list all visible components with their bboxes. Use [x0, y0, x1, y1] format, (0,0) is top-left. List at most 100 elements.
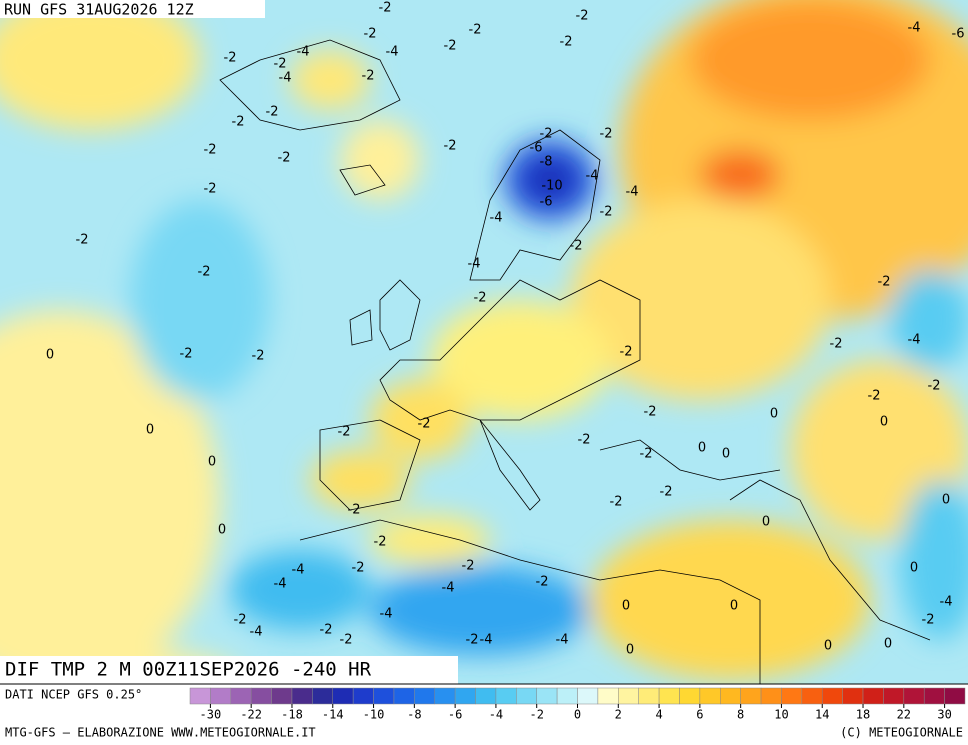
- contour-label: -4: [490, 211, 503, 226]
- colorbar-cell: [312, 687, 334, 705]
- contour-label: -4: [297, 45, 310, 60]
- contour-label: 0: [218, 523, 226, 538]
- contour-label: -2: [469, 23, 482, 38]
- colorbar-cell: [618, 687, 639, 705]
- contour-label: 0: [770, 407, 778, 422]
- contour-label: -2: [878, 275, 891, 290]
- contour-label: 0: [722, 447, 730, 462]
- colorbar-cell: [516, 687, 537, 705]
- contour-label: -4: [386, 45, 399, 60]
- colorbar-cell: [434, 687, 456, 705]
- colorbar-cell: [495, 687, 517, 705]
- colorbar-cell: [760, 687, 782, 705]
- colorbar-tick-label: -6: [448, 708, 462, 722]
- colorbar-tick-label: -8: [407, 708, 421, 722]
- colorbar-tick-label: -14: [322, 708, 344, 722]
- contour-label: -4: [586, 169, 599, 184]
- contour-label: -2: [644, 405, 657, 420]
- colorbar-tick-label: 0: [574, 708, 581, 722]
- colorbar-tick-label: 8: [737, 708, 744, 722]
- contour-label: -2: [640, 447, 653, 462]
- contour-label: -2: [868, 389, 881, 404]
- contour-label: -2: [620, 345, 633, 360]
- colorbar-cell: [373, 687, 395, 705]
- colorbar-tick-label: 22: [897, 708, 911, 722]
- contour-label: -10: [541, 179, 562, 194]
- colorbar-cell: [291, 687, 313, 705]
- contour-label: -2: [462, 559, 475, 574]
- colorbar-tick-label: 14: [815, 708, 829, 722]
- contour-label: -2: [560, 35, 573, 50]
- contour-label: -2: [266, 105, 279, 120]
- contour-label: -2: [374, 535, 387, 550]
- colorbar-cell: [638, 687, 660, 705]
- colorbar-tick-label: -4: [489, 708, 503, 722]
- colorbar-tick-label: 18: [856, 708, 870, 722]
- colorbar-cell: [475, 687, 497, 705]
- colorbar-cell: [230, 687, 252, 705]
- contour-label: -2: [204, 143, 217, 158]
- contour-label: -2: [204, 182, 217, 197]
- contour-label: -4: [908, 21, 921, 36]
- colorbar-cell: [414, 687, 435, 705]
- colorbar-cell: [923, 687, 945, 705]
- colorbar-tick-label: -22: [240, 708, 262, 722]
- contour-label: -4: [250, 625, 263, 640]
- contour-label: 0: [942, 493, 950, 508]
- contour-label: 0: [824, 639, 832, 654]
- title-box: [0, 656, 458, 684]
- contour-label: -4: [480, 633, 493, 648]
- contour-label: -2: [578, 433, 591, 448]
- colorbar-tick-label: 2: [615, 708, 622, 722]
- contour-label: -2: [474, 291, 487, 306]
- contour-label: -2: [444, 139, 457, 154]
- colorbar-cell: [883, 687, 905, 705]
- colorbar-tick-label: 6: [696, 708, 703, 722]
- contour-label: -2: [364, 27, 377, 42]
- map-field: [0, 0, 968, 684]
- colorbar-cell: [944, 687, 966, 705]
- contour-label: -6: [952, 27, 965, 42]
- colorbar-cell: [842, 687, 864, 705]
- contour-label: -2: [570, 239, 583, 254]
- credit-right: (C) METEOGIORNALE: [840, 726, 963, 740]
- contour-label: -2: [348, 503, 361, 518]
- contour-label: -2: [928, 379, 941, 394]
- colorbar-cell: [271, 687, 293, 705]
- colorbar-cell: [720, 687, 741, 705]
- contour-label: -2: [379, 1, 392, 16]
- colorbar-cell: [597, 687, 619, 705]
- contour-label: 0: [146, 423, 154, 438]
- colorbar-cell: [556, 687, 578, 705]
- contour-label: -4: [908, 333, 921, 348]
- colorbar-tick-label: 30: [937, 708, 951, 722]
- colorbar-cell: [699, 687, 721, 705]
- contour-label: 0: [626, 643, 634, 658]
- colorbar-tick-label: 10: [774, 708, 788, 722]
- colorbar-cell: [393, 687, 415, 705]
- contour-label: -4: [380, 607, 393, 622]
- contour-label: -2: [830, 337, 843, 352]
- contour-label: -2: [278, 151, 291, 166]
- colorbar-cell: [454, 687, 476, 705]
- coastlines: [219, 39, 931, 684]
- credit-left: MTG-GFS — ELABORAZIONE WWW.METEOGIORNALE…: [5, 726, 316, 740]
- colorbar-cell: [352, 687, 374, 705]
- contour-label: -2: [180, 347, 193, 362]
- contour-label: -2: [234, 613, 247, 628]
- colorbar-cell: [679, 687, 701, 705]
- contour-label: -4: [468, 257, 481, 272]
- map-title: DIF TMP 2 M 00Z11SEP2026 -240 HR: [5, 659, 372, 681]
- source-label: DATI NCEP GFS 0.25°: [5, 688, 142, 702]
- contour-label: -2: [444, 39, 457, 54]
- colorbar-cell: [250, 687, 272, 705]
- contour-label: 0: [46, 348, 54, 363]
- contour-label: -8: [540, 155, 553, 170]
- contour-label: 0: [698, 441, 706, 456]
- colorbar-tick-label: -18: [281, 708, 303, 722]
- colorbar-cell: [658, 687, 680, 705]
- contour-label: 0: [208, 455, 216, 470]
- contour-label: -4: [274, 577, 287, 592]
